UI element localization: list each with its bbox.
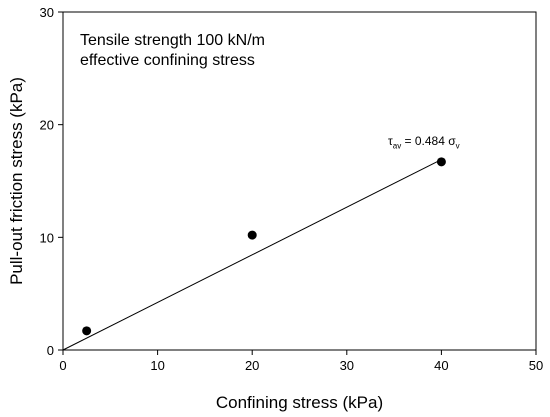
data-point-1 xyxy=(247,230,257,240)
plot-frame xyxy=(62,11,537,351)
fit-line xyxy=(62,159,442,351)
data-point-2 xyxy=(436,157,446,167)
x-axis-label: Confining stress (kPa) xyxy=(216,393,383,412)
data-points xyxy=(82,157,446,336)
y-tick-label-2: 20 xyxy=(40,118,54,133)
y-tick-label-3: 30 xyxy=(40,5,54,20)
x-tick-label-2: 20 xyxy=(245,358,259,373)
x-tick-label-0: 0 xyxy=(59,358,66,373)
annotation-line-1: Tensile strength 100 kN/m xyxy=(80,32,265,49)
x-tick-label-5: 50 xyxy=(529,358,543,373)
equation-rhs-sub: v xyxy=(455,141,460,151)
y-tick-label-0: 0 xyxy=(47,343,54,358)
x-tick-label-1: 10 xyxy=(150,358,164,373)
x-tick-label-4: 40 xyxy=(434,358,448,373)
x-tick-label-3: 30 xyxy=(340,358,354,373)
y-tick-label-1: 10 xyxy=(40,230,54,245)
fit-line-group xyxy=(62,159,442,351)
annotation-line-2: effective confining stress xyxy=(80,52,255,69)
equation-lhs-sub: av xyxy=(392,141,402,151)
equation-rhs: = 0.484 σ xyxy=(401,134,456,148)
y-axis-label: Pull-out friction stress (kPa) xyxy=(7,77,26,285)
axis-ticks: 0 10 20 30 40 50 0 10 20 30 xyxy=(40,5,544,373)
equation-lhs: τ xyxy=(388,134,393,148)
regression-equation: τav = 0.484 σv xyxy=(388,134,460,150)
data-point-0 xyxy=(82,326,92,336)
